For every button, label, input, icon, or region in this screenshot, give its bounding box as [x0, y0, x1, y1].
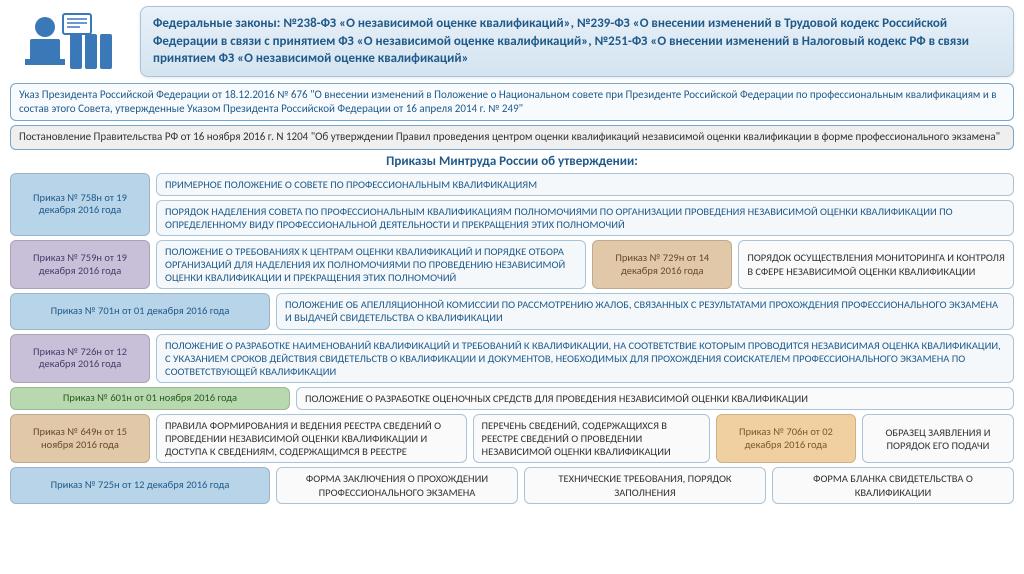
header-title-box: Федеральные законы: №238-ФЗ «О независим…	[140, 6, 1014, 77]
tag-706n: Приказ № 706н от 02 декабря 2016 года	[716, 414, 856, 463]
content-649n-2: ПЕРЕЧЕНЬ СВЕДЕНИЙ, СОДЕРЖАЩИХСЯ В РЕЕСТР…	[473, 414, 710, 463]
content-729n: ПОРЯДОК ОСУЩЕСТВЛЕНИЯ МОНИТОРИНГА И КОНТ…	[738, 240, 1014, 289]
content-759n: ПОЛОЖЕНИЕ О ТРЕБОВАНИЯХ К ЦЕНТРАМ ОЦЕНКИ…	[156, 240, 586, 289]
tag-729n: Приказ № 729н от 14 декабря 2016 года	[592, 240, 732, 289]
tag-725n: Приказ № 725н от 12 декабря 2016 года	[10, 467, 270, 503]
header-icon	[10, 6, 130, 76]
tag-726n: Приказ № 726н от 12 декабря 2016 года	[10, 334, 150, 383]
row-701n: Приказ № 701н от 01 декабря 2016 года ПО…	[10, 293, 1014, 329]
header: Федеральные законы: №238-ФЗ «О независим…	[10, 6, 1014, 77]
row-725n: Приказ № 725н от 12 декабря 2016 года ФО…	[10, 467, 1014, 503]
row-759n: Приказ № 759н от 19 декабря 2016 года ПО…	[10, 240, 1014, 289]
content-725n-1: ФОРМА ЗАКЛЮЧЕНИЯ О ПРОХОЖДЕНИИ ПРОФЕССИО…	[276, 467, 518, 503]
row-601n: Приказ № 601н от 01 ноября 2016 года ПОЛ…	[10, 387, 1014, 410]
decree-1: Указ Президента Российской Федерации от …	[10, 83, 1014, 122]
row-649n: Приказ № 649н от 15 ноября 2016 года ПРА…	[10, 414, 1014, 463]
row-758n: Приказ № 758н от 19 декабря 2016 года ПР…	[10, 173, 1014, 236]
content-758n-2: ПОРЯДОК НАДЕЛЕНИЯ СОВЕТА ПО ПРОФЕССИОНАЛ…	[156, 200, 1014, 236]
tag-759n: Приказ № 759н от 19 декабря 2016 года	[10, 240, 150, 289]
content-701n: ПОЛОЖЕНИЕ ОБ АПЕЛЛЯЦИОННОЙ КОМИССИИ ПО Р…	[276, 293, 1014, 329]
tag-601n: Приказ № 601н от 01 ноября 2016 года	[10, 387, 290, 410]
content-758n-1: ПРИМЕРНОЕ ПОЛОЖЕНИЕ О СОВЕТЕ ПО ПРОФЕССИ…	[156, 173, 1014, 196]
tag-758n: Приказ № 758н от 19 декабря 2016 года	[10, 173, 150, 236]
content-725n-3: ФОРМА БЛАНКА СВИДЕТЕЛЬСТВА О КВАЛИФИКАЦИ…	[772, 467, 1014, 503]
row-726n: Приказ № 726н от 12 декабря 2016 года ПО…	[10, 334, 1014, 383]
decree-2: Постановление Правительства РФ от 16 ноя…	[10, 125, 1014, 149]
section-title: Приказы Минтруда России об утверждении:	[10, 154, 1014, 169]
content-726n: ПОЛОЖЕНИЕ О РАЗРАБОТКЕ НАИМЕНОВАНИЙ КВАЛ…	[156, 334, 1014, 383]
tag-701n: Приказ № 701н от 01 декабря 2016 года	[10, 293, 270, 329]
content-649n-1: ПРАВИЛА ФОРМИРОВАНИЯ И ВЕДЕНИЯ РЕЕСТРА С…	[156, 414, 467, 463]
tag-649n: Приказ № 649н от 15 ноября 2016 года	[10, 414, 150, 463]
content-725n-2: ТЕХНИЧЕСКИЕ ТРЕБОВАНИЯ, ПОРЯДОК ЗАПОЛНЕН…	[524, 467, 766, 503]
content-601n: ПОЛОЖЕНИЕ О РАЗРАБОТКЕ ОЦЕНОЧНЫХ СРЕДСТВ…	[296, 387, 1014, 410]
content-706n: ОБРАЗЕЦ ЗАЯВЛЕНИЯ И ПОРЯДОК ЕГО ПОДАЧИ	[862, 414, 1014, 463]
